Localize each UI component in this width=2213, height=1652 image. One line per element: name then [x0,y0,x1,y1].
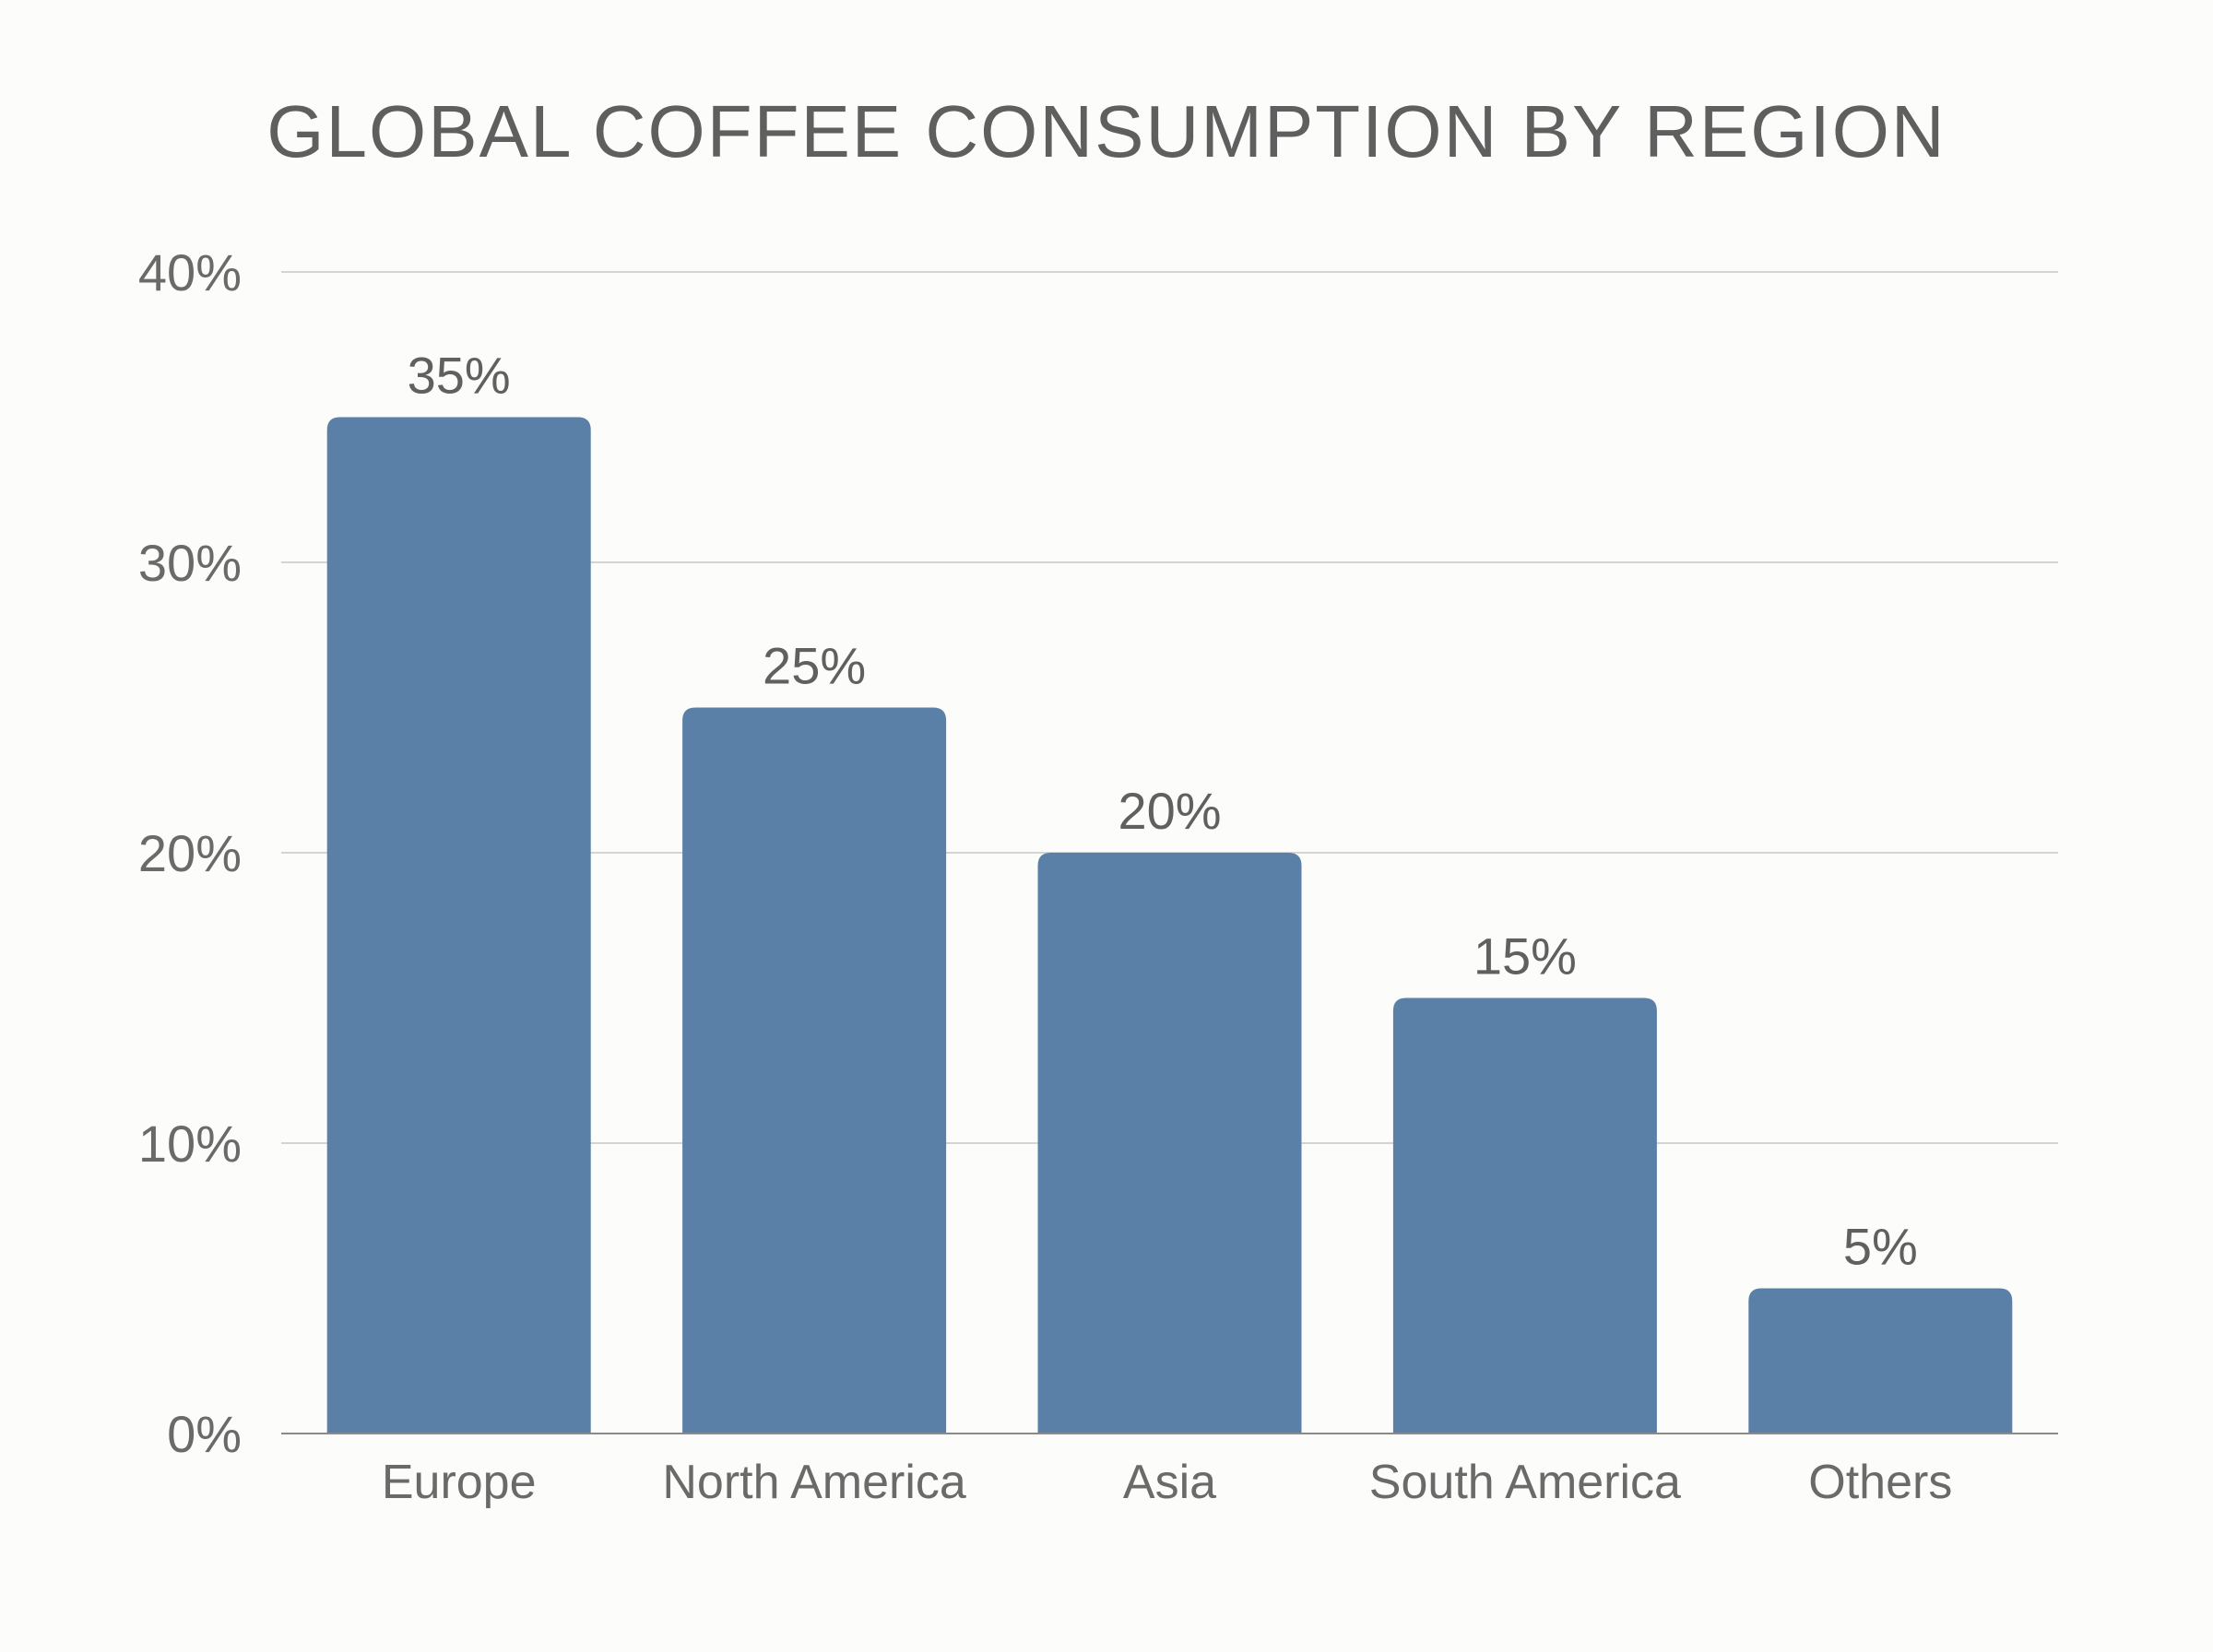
x-category-label: Asia [1123,1456,1216,1509]
data-label: 15% [1473,927,1577,985]
bar-asia [1037,853,1302,1434]
data-label: 25% [763,637,866,695]
y-tick-label: 0% [167,1405,242,1463]
data-label: 20% [1118,782,1221,840]
x-category-label: North America [662,1456,966,1509]
bars [326,417,2013,1434]
chart-title: GLOBAL COFFEE CONSUMPTION BY REGION [266,90,1946,172]
bar-others [1748,1288,2013,1434]
data-labels: 35% 25% 20% 15% 5% [408,347,1918,1276]
x-axis-categories: Europe North America Asia South America Othe… [382,1456,1952,1509]
y-tick-label: 30% [138,534,242,592]
bar-south-america [1392,997,1657,1434]
data-label: 5% [1843,1218,1918,1276]
y-tick-label: 40% [138,243,242,301]
data-label: 35% [408,347,511,405]
y-tick-label: 20% [138,824,242,882]
x-category-label: Others [1808,1456,1952,1509]
x-category-label: South America [1369,1456,1681,1509]
y-tick-label: 10% [138,1115,242,1173]
y-axis-ticks: 0% 10% 20% 30% 40% [138,243,242,1463]
x-category-label: Europe [382,1456,537,1509]
bar-europe [326,417,591,1434]
bar-north-america [682,707,947,1434]
